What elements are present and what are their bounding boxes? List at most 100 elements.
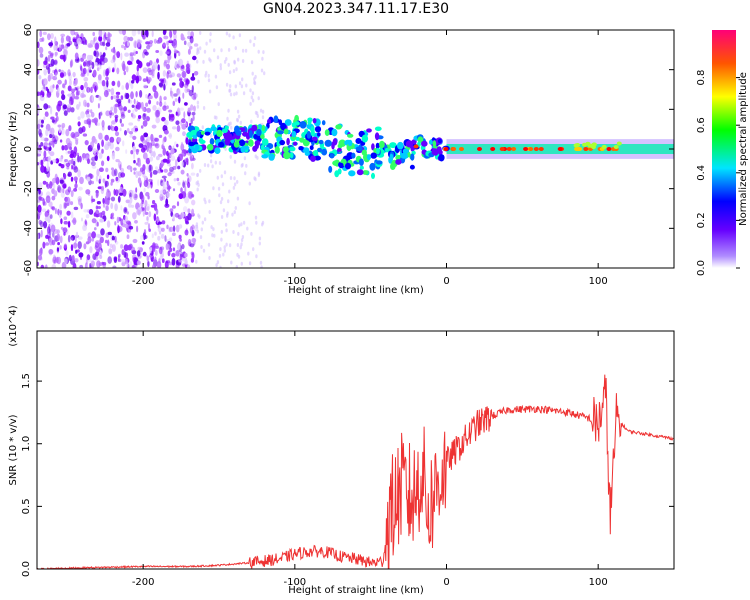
noise-speck bbox=[105, 110, 111, 117]
noise-speck bbox=[169, 247, 173, 253]
noise-speck bbox=[130, 190, 136, 198]
colorbar-gradient bbox=[712, 30, 736, 268]
noise-speck bbox=[166, 158, 171, 164]
noise-speck bbox=[78, 101, 81, 107]
band-blob bbox=[274, 146, 280, 154]
noise-speck bbox=[86, 114, 91, 118]
noise-speck bbox=[83, 243, 87, 250]
band-blob bbox=[200, 130, 205, 135]
noise-speck bbox=[40, 264, 44, 268]
noise-speck bbox=[178, 153, 184, 161]
band-blob bbox=[410, 145, 415, 152]
noise-speck bbox=[94, 227, 97, 231]
x-tick-label: 0 bbox=[443, 577, 449, 588]
noise-speck bbox=[124, 92, 128, 100]
noise-speck bbox=[40, 124, 44, 128]
noise-speck bbox=[130, 83, 134, 90]
noise-speck bbox=[136, 260, 141, 266]
noise-speck bbox=[172, 165, 177, 170]
noise-speck bbox=[128, 225, 134, 230]
noise-speck bbox=[120, 95, 124, 100]
scatter-speck bbox=[257, 171, 261, 176]
band-hotspot bbox=[490, 147, 496, 151]
noise-speck bbox=[130, 150, 134, 155]
band-blob bbox=[402, 148, 409, 154]
scatter-speck bbox=[238, 33, 242, 38]
band-blob bbox=[309, 145, 314, 151]
noise-speck bbox=[125, 82, 129, 90]
noise-speck bbox=[48, 249, 54, 255]
band-blob bbox=[371, 143, 375, 151]
noise-speck bbox=[176, 125, 181, 132]
band-blob bbox=[307, 117, 313, 123]
noise-speck bbox=[51, 206, 56, 211]
noise-speck bbox=[61, 145, 65, 151]
scatter-speck bbox=[228, 189, 231, 194]
scatter-speck bbox=[227, 108, 230, 113]
noise-speck bbox=[190, 251, 194, 256]
noise-speck bbox=[57, 124, 62, 128]
noise-speck bbox=[78, 252, 84, 258]
noise-speck bbox=[165, 51, 170, 55]
noise-speck bbox=[68, 125, 72, 132]
scatter-speck bbox=[232, 185, 236, 190]
noise-speck bbox=[125, 220, 131, 225]
scatter-speck bbox=[241, 59, 245, 63]
noise-speck bbox=[77, 116, 81, 121]
noise-speck bbox=[193, 105, 196, 112]
noise-speck bbox=[43, 84, 46, 90]
noise-speck bbox=[171, 82, 176, 86]
noise-speck bbox=[179, 238, 182, 242]
noise-speck bbox=[189, 226, 193, 234]
band-blob bbox=[280, 122, 287, 131]
noise-speck bbox=[71, 158, 74, 165]
colorbar-tick-label: 0.2 bbox=[696, 212, 707, 228]
band-blob bbox=[432, 140, 437, 148]
noise-speck bbox=[162, 145, 165, 151]
noise-speck bbox=[55, 44, 59, 51]
band-blob bbox=[335, 124, 342, 130]
noise-speck bbox=[184, 185, 187, 193]
x-tick-label: -100 bbox=[283, 276, 306, 287]
noise-speck bbox=[169, 237, 173, 242]
scatter-speck bbox=[216, 260, 220, 265]
noise-speck bbox=[176, 243, 181, 251]
noise-speck bbox=[145, 94, 148, 99]
noise-speck bbox=[115, 159, 120, 163]
scatter-speck bbox=[234, 46, 237, 51]
noise-speck bbox=[187, 177, 190, 184]
noise-speck bbox=[94, 42, 100, 50]
noise-speck bbox=[122, 63, 126, 72]
noise-speck bbox=[42, 180, 47, 185]
noise-speck bbox=[187, 35, 192, 40]
noise-speck bbox=[105, 205, 109, 212]
noise-speck bbox=[38, 188, 41, 195]
noise-speck bbox=[101, 80, 106, 87]
noise-speck bbox=[58, 127, 62, 134]
noise-speck bbox=[75, 139, 79, 145]
noise-speck bbox=[86, 102, 90, 108]
noise-speck bbox=[179, 107, 184, 111]
noise-speck bbox=[119, 164, 122, 171]
band-blob bbox=[329, 153, 335, 159]
noise-speck bbox=[160, 80, 164, 84]
noise-speck bbox=[39, 221, 44, 228]
noise-speck bbox=[191, 237, 197, 243]
scatter-speck bbox=[236, 109, 240, 114]
noise-speck bbox=[37, 212, 40, 216]
noise-speck bbox=[110, 213, 113, 219]
noise-speck bbox=[123, 70, 127, 76]
noise-speck bbox=[82, 55, 86, 60]
noise-speck bbox=[157, 71, 160, 80]
noise-speck bbox=[66, 43, 71, 47]
noise-speck bbox=[63, 220, 68, 225]
noise-speck bbox=[54, 139, 58, 145]
noise-speck bbox=[70, 237, 73, 241]
noise-speck bbox=[52, 158, 57, 164]
noise-speck bbox=[56, 229, 60, 234]
noise-speck bbox=[185, 122, 188, 127]
noise-speck bbox=[76, 86, 81, 90]
noise-speck bbox=[134, 128, 139, 132]
x-tick-label: 100 bbox=[589, 276, 608, 287]
noise-speck bbox=[155, 116, 160, 124]
